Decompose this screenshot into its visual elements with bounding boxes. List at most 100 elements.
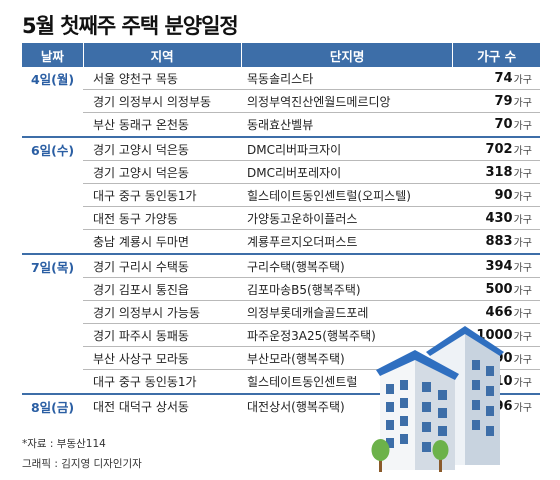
units-number: 1000	[476, 327, 513, 343]
region-cell: 대전 대덕구 상서동	[93, 400, 189, 414]
units-cell: 500 가구	[453, 278, 540, 301]
date-cell: 7일(목)	[30, 260, 75, 275]
complex-cell: 의정부역진산엔월드메르디앙	[241, 90, 453, 113]
region-cell: 대구 중구 동인동1가	[83, 184, 241, 207]
date-cell	[22, 207, 83, 230]
table-row: 경기 의정부시 의정부동 의정부역진산엔월드메르디앙 79 가구	[22, 90, 540, 113]
date-cell	[22, 301, 83, 324]
table-row: 대구 중구 동인동1가 힐스테이트동인센트럴(오피스텔) 90 가구	[22, 184, 540, 207]
complex-cell: 구리수택(행복주택)	[241, 255, 453, 278]
units-label: 가구	[513, 121, 532, 132]
units-label: 가구	[513, 262, 532, 274]
complex-cell: 대전상서(행복주택)	[247, 400, 345, 414]
region-cell: 경기 고양시 덕은동	[83, 138, 241, 161]
date-cell: 8일(금)	[30, 400, 75, 415]
units-label: 가구	[513, 331, 532, 343]
tree-left	[371, 439, 390, 472]
units-cell: 466 가구	[453, 301, 540, 324]
table-row: 7일(목) 경기 구리시 수택동 구리수택(행복주택) 394 가구	[22, 255, 540, 278]
units-number: 70	[494, 117, 513, 132]
source-note: *자료 : 부동산114	[22, 438, 106, 450]
date-cell	[22, 370, 83, 393]
units-label: 가구	[513, 308, 532, 320]
units-number: 394	[485, 258, 513, 274]
complex-cell: 힐스테이트동인센트럴(오피스텔)	[241, 184, 453, 207]
date-cell	[22, 324, 83, 347]
date-cell	[22, 278, 83, 301]
group-separator	[22, 393, 540, 395]
complex-cell: 의정부롯데캐슬골드포레	[241, 301, 453, 324]
complex-cell: 동래효산벨뷰	[247, 118, 314, 132]
units-cell: 90 가구	[453, 184, 540, 207]
region-cell: 경기 구리시 수택동	[83, 255, 241, 278]
date-cell	[22, 230, 83, 253]
complex-cell: 계룡푸르지오더퍼스트	[247, 235, 358, 249]
units-number: 702	[485, 141, 513, 157]
region-cell: 서울 양천구 목동	[83, 67, 241, 90]
date-cell: 6일(수)	[30, 143, 75, 158]
units-number: 466	[485, 304, 513, 320]
units-number: 90	[494, 187, 513, 203]
table-row: 충남 계룡시 두마면 계룡푸르지오더퍼스트 883 가구	[22, 230, 540, 253]
units-number: 79	[494, 93, 513, 109]
units-label: 가구	[513, 403, 532, 414]
header-units: 가구 수	[477, 48, 517, 64]
units-label: 가구	[513, 74, 532, 86]
table-row: 부산 동래구 온천동 동래효산벨뷰 70 가구	[22, 113, 540, 136]
table-body: 4일(월) 서울 양천구 목동 목동솔리스타 74 가구 경기 의정부시 의정부동 의정부역…	[22, 67, 540, 418]
units-cell: 1000 가구	[453, 324, 540, 347]
complex-cell: 목동솔리스타	[241, 67, 453, 90]
region-cell: 부산 사상구 모라동	[83, 347, 241, 370]
table-header: 날짜 지역 단지명 가구 수	[22, 43, 540, 67]
region-cell: 경기 김포시 통진읍	[83, 278, 241, 301]
group-separator	[22, 253, 540, 255]
region-cell: 대전 동구 가양동	[83, 207, 241, 230]
group-separator	[22, 136, 540, 138]
table-row: 경기 고양시 덕은동 DMC리버포레자이 318 가구	[22, 161, 540, 184]
units-label: 가구	[513, 145, 532, 157]
units-number: 318	[485, 164, 513, 180]
units-cell: 883 가구	[453, 230, 540, 253]
complex-cell: 힐스테이트동인센트럴	[247, 375, 358, 389]
page-title: 5월 첫째주 주택 분양일정	[22, 14, 239, 38]
table-row: 경기 의정부시 가능동 의정부롯데캐슬골드포레 466 가구	[22, 301, 540, 324]
table-row: 4일(월) 서울 양천구 목동 목동솔리스타 74 가구	[22, 67, 540, 90]
table-row: 대전 동구 가양동 가양동고운하이플러스 430 가구	[22, 207, 540, 230]
table-row: 6일(수) 경기 고양시 덕은동 DMC리버파크자이 702 가구	[22, 138, 540, 161]
schedule-table: 날짜 지역 단지명 가구 수 4일(월) 서울 양천구 목동 목동솔리스타 74 가구 경…	[22, 43, 540, 418]
region-cell: 대구 중구 동인동1가	[93, 375, 197, 389]
date-cell	[22, 347, 83, 370]
header-date: 날짜	[22, 43, 84, 67]
header-complex: 단지명	[242, 43, 454, 67]
date-cell	[22, 184, 83, 207]
units-label: 가구	[513, 354, 532, 366]
apartment-illustration	[371, 326, 504, 472]
date-cell	[22, 161, 83, 184]
table-row: 경기 김포시 통진읍 김포마송B5(행복주택) 500 가구	[22, 278, 540, 301]
units-number: 430	[485, 210, 513, 226]
units-label: 가구	[513, 168, 532, 180]
units-number: 500	[485, 281, 513, 297]
units-cell: 79 가구	[453, 90, 540, 113]
region-cell: 부산 동래구 온천동	[93, 118, 189, 132]
header-region: 지역	[84, 43, 242, 67]
units-cell: 430 가구	[453, 207, 540, 230]
complex-cell: DMC리버파크자이	[241, 138, 453, 161]
date-cell	[22, 90, 83, 113]
region-cell: 충남 계룡시 두마면	[93, 235, 189, 249]
table-row: 경기 파주시 동패동 파주운정3A25(행복주택) 1000 가구	[22, 324, 540, 347]
region-cell: 경기 파주시 동패동	[83, 324, 241, 347]
units-label: 가구	[513, 214, 532, 226]
units-cell: 394 가구	[453, 255, 540, 278]
complex-cell: 부산모라(행복주택)	[241, 347, 453, 370]
date-cell	[22, 113, 83, 136]
units-label: 가구	[513, 238, 532, 249]
region-cell: 경기 의정부시 의정부동	[83, 90, 241, 113]
units-label: 가구	[513, 378, 532, 389]
complex-cell: DMC리버포레자이	[241, 161, 453, 184]
region-cell: 경기 의정부시 가능동	[83, 301, 241, 324]
credit-note: 그래픽 : 김지영 디자인기자	[22, 458, 142, 470]
complex-cell: 김포마송B5(행복주택)	[241, 278, 453, 301]
units-label: 가구	[513, 285, 532, 297]
tree-right	[432, 440, 449, 472]
